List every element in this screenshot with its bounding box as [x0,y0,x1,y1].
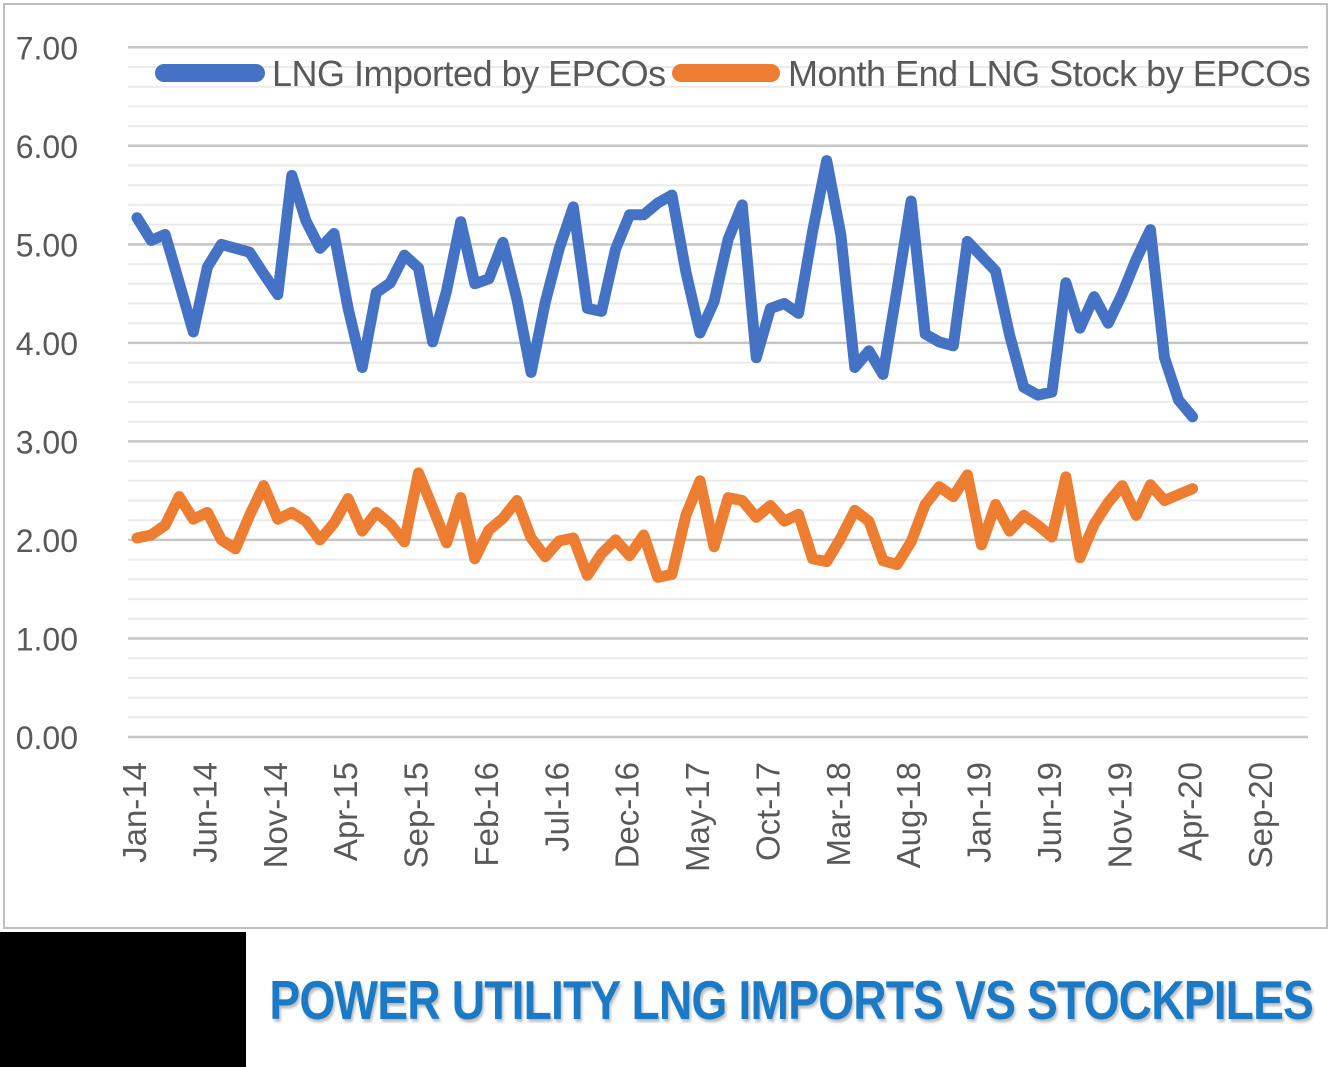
x-axis-label: Aug-18 [890,762,927,868]
x-axis-label: Nov-19 [1101,762,1138,868]
legend-label-imports: LNG Imported by EPCOs [272,53,666,94]
y-axis-label: 6.00 [16,129,78,165]
chart-title: POWER UTILITY LNG IMPORTS VS STOCKPILES [269,968,1314,1031]
y-axis-label: 0.00 [16,720,78,756]
legend-line-marker-imports-icon [155,64,265,82]
x-axis-label: Mar-18 [820,762,857,867]
y-axis-label: 4.00 [16,326,78,362]
x-axis-label: May-17 [679,762,716,872]
chart-title-wrap: POWER UTILITY LNG IMPORTS VS STOCKPILES [246,932,1337,1067]
x-axis-label: Jun-14 [186,762,223,863]
x-axis-label: Jan-19 [961,762,998,863]
series-line-lng-imports [131,155,1199,423]
x-axis-label: Oct-17 [749,762,786,861]
series-line-lng-stock [131,467,1199,583]
logo-placeholder-black-box [0,932,246,1067]
x-axis-label: Sep-15 [398,762,435,868]
x-axis-label: Jan-14 [116,762,153,863]
x-axis-label: Nov-14 [257,762,294,868]
x-axis-label: Dec-16 [609,762,646,868]
footer-strip: POWER UTILITY LNG IMPORTS VS STOCKPILES [0,932,1337,1067]
x-axis-label: Apr-20 [1172,762,1209,861]
x-axis-label: Jun-19 [1031,762,1068,863]
series-lines [131,155,1199,583]
chart-legend: LNG Imported by EPCOs Month End LNG Stoc… [0,0,1337,100]
gridlines [128,46,1308,739]
x-axis-label: Apr-15 [327,762,364,861]
y-axis-label: 1.00 [16,622,78,658]
x-axis-label: Feb-16 [468,762,505,867]
y-axis-label: 3.00 [16,424,78,460]
y-axis-labels: 0.00 1.00 2.00 3.00 4.00 5.00 6.00 7.00 [16,30,78,756]
line-chart: 0.001.002.003.004.005.006.007.00 Jan-14 J… [16,30,1308,872]
x-axis-label: Jul-16 [538,762,575,852]
chart-area-frame [3,3,1328,929]
legend-label-stock: Month End LNG Stock by EPCOs [788,53,1311,94]
y-axis-label: 7.00 [16,30,78,66]
x-axis-labels: Jan-14 Jun-14 Nov-14 Apr-15 Sep-15 Feb-16 Jul-… [116,762,1279,872]
y-axis-label: 2.00 [16,523,78,559]
legend-line-marker-stock-icon [672,64,780,82]
x-axis-label: Sep-20 [1242,762,1279,868]
y-axis-label: 5.00 [16,227,78,263]
